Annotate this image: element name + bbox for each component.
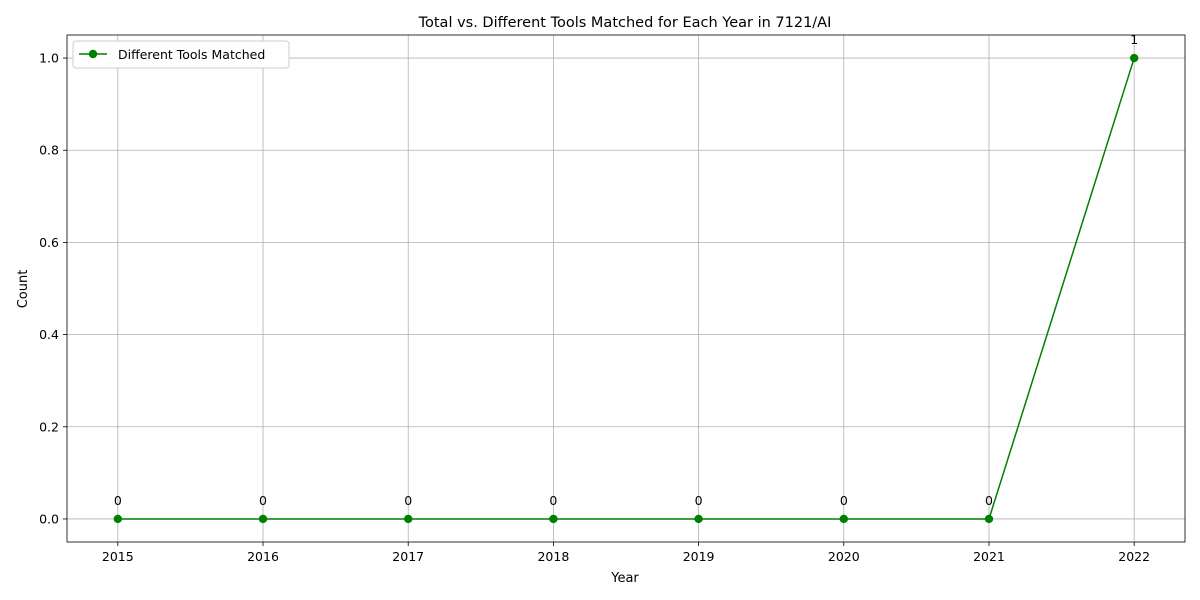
data-point bbox=[113, 514, 123, 524]
axes: 2015 2016 2017 2018 2019 2020 2021 2022 0.0 0.2 0.… bbox=[39, 34, 1186, 564]
x-tick-label: 2015 bbox=[102, 549, 134, 564]
grid bbox=[67, 35, 1185, 542]
data-point bbox=[258, 514, 268, 524]
legend-entry-label: Different Tools Matched bbox=[118, 47, 265, 62]
data-label: 0 bbox=[259, 493, 267, 508]
data-label: 1 bbox=[1130, 32, 1138, 47]
x-tick-label: 2016 bbox=[247, 549, 279, 564]
y-tick-label: 0.8 bbox=[39, 143, 59, 158]
x-tick-label: 2017 bbox=[392, 549, 424, 564]
data-label: 0 bbox=[840, 493, 848, 508]
x-tick-label: 2018 bbox=[537, 549, 569, 564]
y-tick-label: 0.2 bbox=[39, 419, 59, 434]
data-point bbox=[694, 514, 703, 524]
x-tick-label: 2020 bbox=[828, 549, 860, 564]
y-tick-label: 0.0 bbox=[39, 511, 59, 526]
legend: Different Tools Matched bbox=[72, 40, 290, 69]
y-tick-label: 0.6 bbox=[39, 235, 59, 250]
data-labels: 0 0 0 0 0 0 0 1 bbox=[114, 32, 1138, 508]
y-tick-label: 1.0 bbox=[39, 51, 59, 66]
data-point bbox=[1129, 53, 1139, 63]
data-point bbox=[984, 514, 994, 524]
x-tick-label: 2021 bbox=[973, 549, 1005, 564]
data-point bbox=[549, 514, 558, 524]
plot-frame bbox=[66, 34, 1186, 543]
series-layer bbox=[113, 53, 1139, 524]
legend-marker-swatch bbox=[88, 49, 98, 59]
data-label: 0 bbox=[404, 493, 412, 508]
y-tick-label: 0.4 bbox=[39, 327, 59, 342]
x-tick-label: 2019 bbox=[683, 549, 715, 564]
legend-frame bbox=[72, 40, 290, 69]
data-point bbox=[404, 514, 413, 524]
data-label: 0 bbox=[695, 493, 703, 508]
chart-title: Total vs. Different Tools Matched for Ea… bbox=[418, 15, 832, 31]
data-label: 0 bbox=[549, 493, 557, 508]
data-label: 0 bbox=[985, 493, 993, 508]
data-point bbox=[839, 514, 848, 524]
x-axis-label: Year bbox=[610, 571, 639, 586]
y-axis-label: Count bbox=[16, 270, 31, 309]
x-tick-label: 2022 bbox=[1118, 549, 1150, 564]
data-label: 0 bbox=[114, 493, 122, 508]
series-line bbox=[117, 57, 1135, 520]
